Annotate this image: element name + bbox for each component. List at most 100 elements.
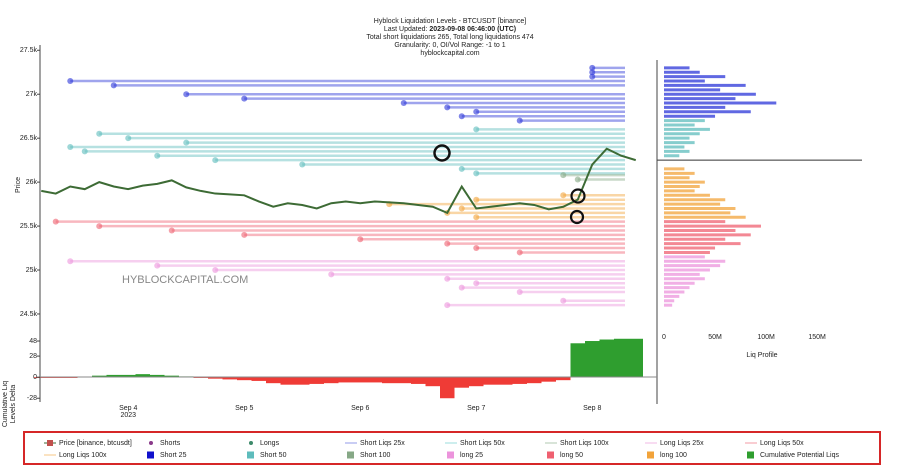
- x-tick-label: Sep 5: [235, 405, 253, 412]
- delta-bar: [498, 377, 513, 385]
- legend-label: long 100: [660, 452, 687, 459]
- legend-swatch: [249, 441, 253, 445]
- liq-level-marker: [183, 91, 190, 98]
- chart-title: Hyblock Liquidation Levels - BTCUSDT [bi…: [374, 18, 526, 25]
- legend-label: Short 100: [360, 452, 390, 459]
- delta-bar: [512, 377, 527, 384]
- liq-level-marker: [444, 240, 451, 247]
- legend-label: Short 50: [260, 452, 287, 459]
- legend-box: [23, 431, 881, 465]
- legend-label: Long Liqs 100x: [59, 452, 107, 459]
- delta-bar: [251, 377, 266, 381]
- delta-bar: [585, 341, 600, 378]
- liq-level-marker: [67, 143, 74, 150]
- delta-bar: [135, 374, 150, 378]
- delta-bar: [266, 377, 281, 384]
- y-tick-label: 26.5k: [20, 135, 38, 142]
- liq-level-marker: [67, 78, 74, 85]
- y-tick-label: 24.5k: [20, 311, 38, 318]
- delta-bar: [628, 338, 643, 378]
- delta-bar: [208, 377, 223, 379]
- y-tick-label: 25k: [26, 267, 38, 274]
- liq-level-marker: [241, 231, 248, 238]
- legend-swatch: [547, 451, 554, 459]
- delta-bar: [324, 377, 339, 384]
- liq-level-marker: [168, 227, 175, 234]
- profile-tick-label: 0: [662, 334, 666, 341]
- x-year-label: 2023: [120, 412, 136, 419]
- liq-level-marker: [560, 192, 567, 199]
- delta-bar: [48, 377, 63, 378]
- liq-level-marker: [589, 69, 596, 76]
- delta-bar: [367, 377, 382, 383]
- chart-subtitle: Total short liquidations 265, Total long…: [366, 34, 533, 41]
- liq-level-marker: [473, 126, 480, 133]
- delta-tick-label: 0: [33, 374, 37, 381]
- delta-bar: [614, 338, 629, 378]
- y-axis-label: Price: [15, 177, 22, 193]
- delta-tick-label: 28: [29, 353, 37, 360]
- delta-tick-label: 48: [29, 338, 37, 345]
- legend-label: Short 25: [160, 452, 187, 459]
- x-tick-label: Sep 4: [119, 405, 137, 412]
- legend-label: Price [binance, btcusdt]: [59, 440, 132, 447]
- legend-swatch: [447, 451, 454, 459]
- legend-label: Shorts: [160, 440, 181, 447]
- liq-level-marker: [589, 73, 596, 80]
- liq-level-marker: [473, 214, 480, 221]
- liq-level-marker: [473, 108, 480, 115]
- liq-level-marker: [473, 245, 480, 252]
- delta-bar: [222, 377, 237, 380]
- x-tick-label: Sep 8: [583, 405, 601, 412]
- legend-swatch: [149, 441, 153, 445]
- delta-bar: [382, 377, 397, 384]
- liq-level-marker: [444, 275, 451, 282]
- delta-bar: [425, 377, 440, 387]
- highlight-circle: [570, 188, 586, 204]
- delta-bar: [63, 377, 78, 378]
- liq-level-marker: [560, 297, 567, 304]
- liq-level-marker: [516, 117, 523, 124]
- y-tick-label: 27k: [26, 91, 38, 98]
- legend-label: long 50: [560, 452, 583, 459]
- legend-swatch: [747, 451, 754, 459]
- delta-bar: [121, 374, 136, 378]
- delta-bar: [280, 377, 295, 385]
- profile-tick-label: 150M: [808, 334, 826, 341]
- delta-bar: [411, 377, 426, 384]
- liq-level-marker: [52, 218, 59, 225]
- liq-level-marker: [444, 302, 451, 309]
- profile-label: Liq Profile: [746, 352, 777, 359]
- x-tick-label: Sep 6: [351, 405, 369, 412]
- delta-bar: [92, 375, 107, 378]
- delta-bar: [396, 377, 411, 384]
- legend-label: Cumulative Potential Liqs: [760, 452, 839, 459]
- liq-level-marker: [458, 113, 465, 120]
- liq-level-marker: [241, 95, 248, 102]
- delta-bar: [556, 377, 571, 381]
- legend-label: Long Liqs 50x: [760, 440, 804, 447]
- legend-label: Short Liqs 100x: [560, 440, 609, 447]
- delta-bar: [469, 377, 484, 387]
- liq-level-marker: [458, 165, 465, 172]
- liq-level-marker: [458, 205, 465, 212]
- plot-area: [34, 64, 862, 399]
- delta-bar: [150, 374, 165, 378]
- y-tick-label: 26k: [26, 179, 38, 186]
- liq-level-marker: [516, 288, 523, 295]
- profile-tick-label: 50M: [708, 334, 722, 341]
- legend-label: Long Liqs 25x: [660, 440, 704, 447]
- liq-level-marker: [154, 152, 161, 159]
- delta-bar: [295, 377, 310, 385]
- liq-level-marker: [589, 64, 596, 71]
- legend-label: long 25: [460, 452, 483, 459]
- liq-level-marker: [212, 267, 219, 274]
- source: hyblockcapital.com: [420, 50, 479, 57]
- liq-level-marker: [473, 170, 480, 177]
- settings-line: Granularity: 0, OI/Vol Range: -1 to 1: [394, 42, 505, 49]
- legend-label: Short Liqs 25x: [360, 440, 405, 447]
- y-tick-label: 25.5k: [20, 223, 38, 230]
- delta-bar: [193, 377, 208, 378]
- last-updated: Last Updated: 2023-09-08 06:46:00 (UTC): [384, 26, 516, 33]
- highlight-circle: [569, 209, 585, 225]
